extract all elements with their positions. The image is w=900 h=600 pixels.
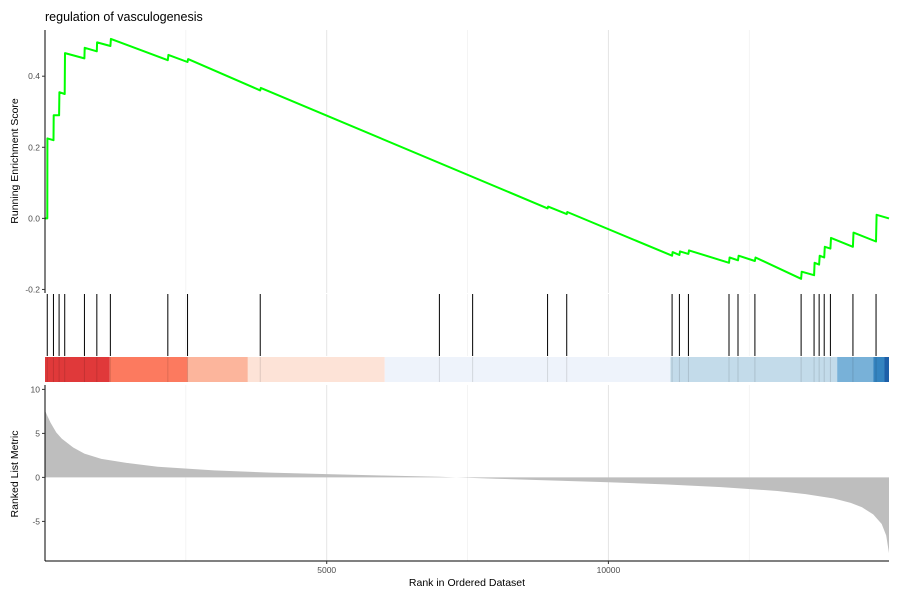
color-bar-segment xyxy=(45,357,110,382)
color-bar-segment xyxy=(670,357,838,382)
hit-markers xyxy=(46,294,877,356)
enrichment-score-line xyxy=(45,37,890,280)
grid xyxy=(185,30,750,561)
enrichment-y-tick-label: 0.2 xyxy=(28,142,40,152)
enrichment-y-axis-title: Running Enrichment Score xyxy=(9,98,21,224)
axes xyxy=(42,30,889,564)
ranked-metric-fill xyxy=(45,410,889,554)
enrichment-y-tick-label: -0.2 xyxy=(25,284,40,294)
ranked-metric-y-tick-label: 10 xyxy=(31,384,41,394)
x-tick-label: 5000 xyxy=(317,565,336,575)
color-bar-segment xyxy=(884,357,889,382)
x-axis-title: Rank in Ordered Dataset xyxy=(409,577,525,589)
chart-title: regulation of vasculogenesis xyxy=(45,10,203,24)
ranked-metric-area xyxy=(45,410,889,554)
color-bar-segment xyxy=(873,357,885,382)
enrichment-y-tick-label: 0.4 xyxy=(28,71,40,81)
color-bar-segment xyxy=(837,357,874,382)
color-bar-segment xyxy=(247,357,385,382)
ranked-metric-y-axis-title: Ranked List Metric xyxy=(9,431,21,518)
color-bar-segment xyxy=(109,357,188,382)
enrichment-score-series xyxy=(45,37,890,280)
color-bar-segment xyxy=(187,357,248,382)
x-tick-label: 10000 xyxy=(597,565,621,575)
ranked-metric-y-tick-label: -5 xyxy=(32,516,40,526)
ranked-metric-y-tick-label: 5 xyxy=(35,428,40,438)
enrichment-y-tick-label: 0.0 xyxy=(28,213,40,223)
color-bar xyxy=(45,357,889,382)
tick-labels: -0.2 0.0 0.2 0.4 -5 0 5 10 5000 10000 xyxy=(25,71,620,575)
color-bar-segment xyxy=(384,357,671,382)
ranked-metric-y-tick-label: 0 xyxy=(35,472,40,482)
